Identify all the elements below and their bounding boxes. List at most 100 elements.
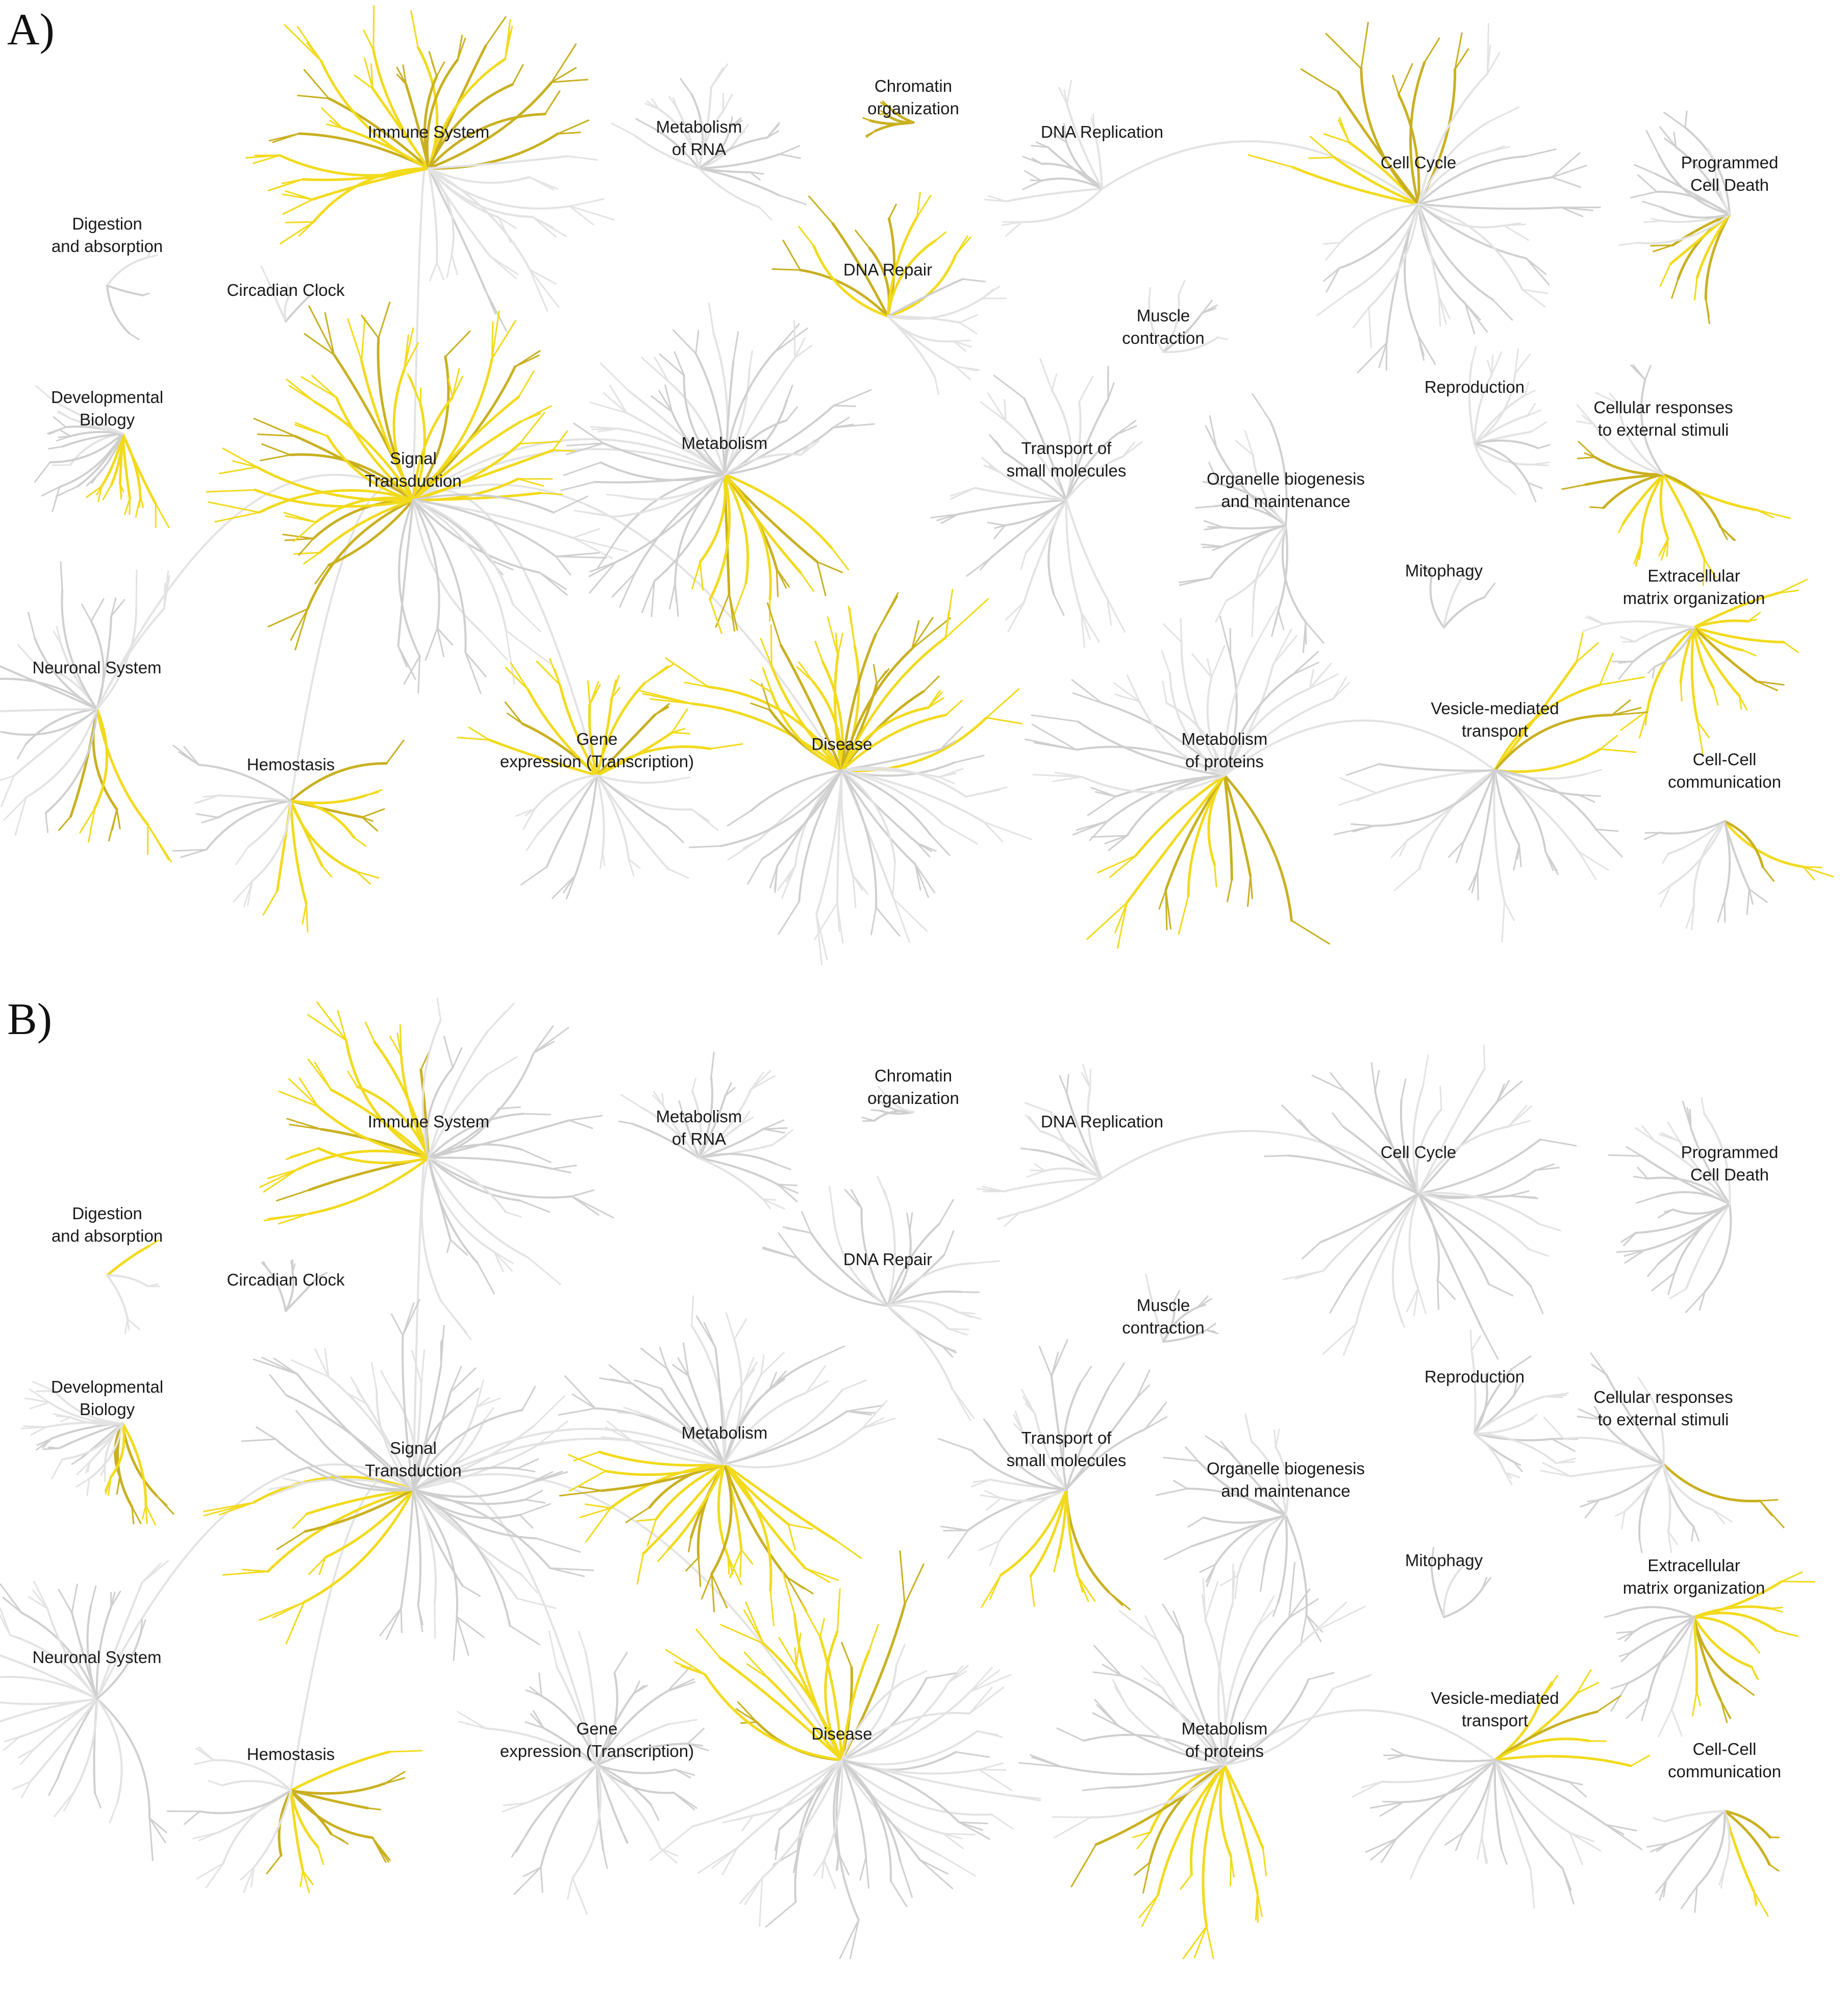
pathway-tree[interactable]: Digestion and absorption xyxy=(52,214,163,340)
twig xyxy=(403,655,421,685)
branch xyxy=(1381,1759,1496,1783)
pathway-tree[interactable]: Muscle contraction xyxy=(1122,280,1228,354)
pathway-tree[interactable]: Neuronal System xyxy=(0,1560,169,1861)
pathway-tree[interactable]: Metabolism of proteins xyxy=(1018,1562,1372,1959)
pathway-tree[interactable]: Cellular responses to external stimuli xyxy=(1540,1352,1785,1553)
twig xyxy=(28,1596,48,1609)
pathway-tree[interactable]: Cell Cycle xyxy=(1263,1044,1577,1360)
pathway-tree[interactable]: Metabolism xyxy=(560,302,875,634)
branch xyxy=(584,1651,598,1766)
pathway-tree[interactable]: Organelle biogenesis and maintenance xyxy=(1156,1413,1365,1646)
pathway-tree[interactable]: Chromatin organization xyxy=(861,1066,959,1122)
pathway-tree[interactable]: Gene expression (Transcription) xyxy=(457,1630,709,1915)
twig xyxy=(1669,1272,1676,1288)
pathway-tree[interactable]: Disease xyxy=(649,1550,1041,1959)
twig xyxy=(268,133,300,142)
pathway-tree[interactable]: Digestion and absorption xyxy=(52,1204,163,1335)
pathway-tree[interactable]: Metabolism xyxy=(558,1295,896,1626)
twig xyxy=(1599,652,1614,686)
twig xyxy=(664,384,673,413)
twig xyxy=(519,412,541,423)
branch-highlighted xyxy=(723,473,750,585)
twig xyxy=(1527,403,1536,417)
pathway-tree[interactable]: Muscle contraction xyxy=(1122,1273,1219,1343)
connector-arc xyxy=(412,1479,598,1766)
pathway-tree[interactable]: Hemostasis xyxy=(172,739,405,933)
twig xyxy=(785,406,798,421)
twig xyxy=(1158,889,1167,910)
pathway-tree[interactable]: Reproduction xyxy=(1425,1330,1578,1486)
pathway-tree[interactable]: Cellular responses to external stimuli xyxy=(1561,364,1791,586)
branch-highlighted xyxy=(427,83,514,170)
pathway-tree[interactable]: DNA Repair xyxy=(762,1175,1000,1421)
twig xyxy=(969,1674,1012,1693)
twig xyxy=(618,1120,633,1125)
twig xyxy=(222,447,258,468)
pathway-tree[interactable]: Immune System xyxy=(245,5,615,333)
twig xyxy=(1089,1069,1091,1089)
pathway-tree[interactable]: Hemostasis xyxy=(166,1745,422,1894)
pathway-tree[interactable]: Disease xyxy=(637,589,1033,965)
twig xyxy=(452,375,463,398)
branch xyxy=(1018,1177,1103,1214)
branch xyxy=(698,135,740,169)
twig xyxy=(961,1291,980,1293)
pathway-tree[interactable]: Organelle biogenesis and maintenance xyxy=(1179,393,1365,653)
twig xyxy=(273,179,304,190)
pathway-tree[interactable]: Gene expression (Transcription) xyxy=(457,658,743,900)
pathway-tree[interactable]: Immune System xyxy=(259,998,614,1340)
pathway-tree[interactable]: Programmed Cell Death xyxy=(1618,110,1778,324)
twig xyxy=(485,16,507,46)
pathway-tree[interactable]: Vesicle-mediated transport xyxy=(1352,1669,1651,1909)
pathway-tree[interactable]: Circadian Clock xyxy=(227,1259,345,1312)
pathway-tree[interactable]: Metabolism of RNA xyxy=(611,63,807,221)
twig xyxy=(289,1147,319,1159)
twig xyxy=(88,808,96,843)
pathway-tree[interactable]: Transport of small molecules xyxy=(930,358,1143,648)
pathway-label-line: contraction xyxy=(1122,329,1204,347)
twig xyxy=(1753,1890,1758,1905)
twig xyxy=(596,534,620,569)
twig xyxy=(1634,1127,1656,1142)
pathway-tree[interactable]: Extracellular matrix organization xyxy=(1604,1556,1815,1738)
pathway-tree[interactable]: Cell-Cell communication xyxy=(1643,750,1834,930)
pathway-tree[interactable]: Developmental Biology xyxy=(34,385,170,529)
pathway-tree[interactable]: Mitophagy xyxy=(1405,1547,1491,1618)
branch xyxy=(1003,1177,1103,1193)
pathway-tree[interactable]: Vesicle-mediated transport xyxy=(1333,632,1649,943)
pathway-tree[interactable]: Metabolism of RNA xyxy=(618,1051,798,1210)
twig xyxy=(2,1596,22,1614)
pathway-tree[interactable]: Programmed Cell Death xyxy=(1608,1097,1778,1313)
twig xyxy=(1163,1456,1199,1462)
pathway-tree[interactable]: Cell-Cell communication xyxy=(1646,1740,1781,1917)
twig xyxy=(361,314,380,339)
twig xyxy=(730,117,742,128)
pathway-tree[interactable]: DNA Replication xyxy=(984,80,1163,237)
pathway-tree[interactable]: Transport of small molecules xyxy=(938,1339,1168,1611)
pathway-tree[interactable]: Extracellular matrix organization xyxy=(1582,566,1808,755)
pathway-tree[interactable]: Chromatin organization xyxy=(862,77,959,138)
branch xyxy=(397,499,414,647)
twig xyxy=(1116,420,1137,435)
pathway-tree[interactable]: Signal Transduction xyxy=(203,1299,594,1661)
pathway-tree[interactable]: Circadian Clock xyxy=(227,265,345,322)
twig xyxy=(740,1111,751,1125)
twig xyxy=(674,582,678,602)
branch-highlighted xyxy=(1397,93,1420,206)
branch xyxy=(1162,1306,1199,1343)
pathway-tree[interactable]: Developmental Biology xyxy=(20,1377,174,1526)
branch xyxy=(1662,1463,1714,1511)
pathway-tree[interactable]: Neuronal System xyxy=(0,561,172,863)
pathway-tree[interactable]: Reproduction xyxy=(1425,346,1551,502)
pathway-tree[interactable]: DNA Repair xyxy=(771,191,1007,395)
branch-highlighted xyxy=(427,113,546,170)
twig xyxy=(1393,868,1420,891)
pathway-tree[interactable]: Cell Cycle xyxy=(1247,22,1601,373)
twig xyxy=(691,1077,696,1092)
twig xyxy=(551,1165,577,1170)
pathway-tree[interactable]: Metabolism of proteins xyxy=(1025,606,1350,949)
branch xyxy=(1617,402,1664,475)
pathway-tree[interactable]: Mitophagy xyxy=(1405,561,1496,628)
pathway-tree[interactable]: Signal Transduction xyxy=(206,301,629,694)
pathway-tree[interactable]: DNA Replication xyxy=(977,1064,1163,1227)
